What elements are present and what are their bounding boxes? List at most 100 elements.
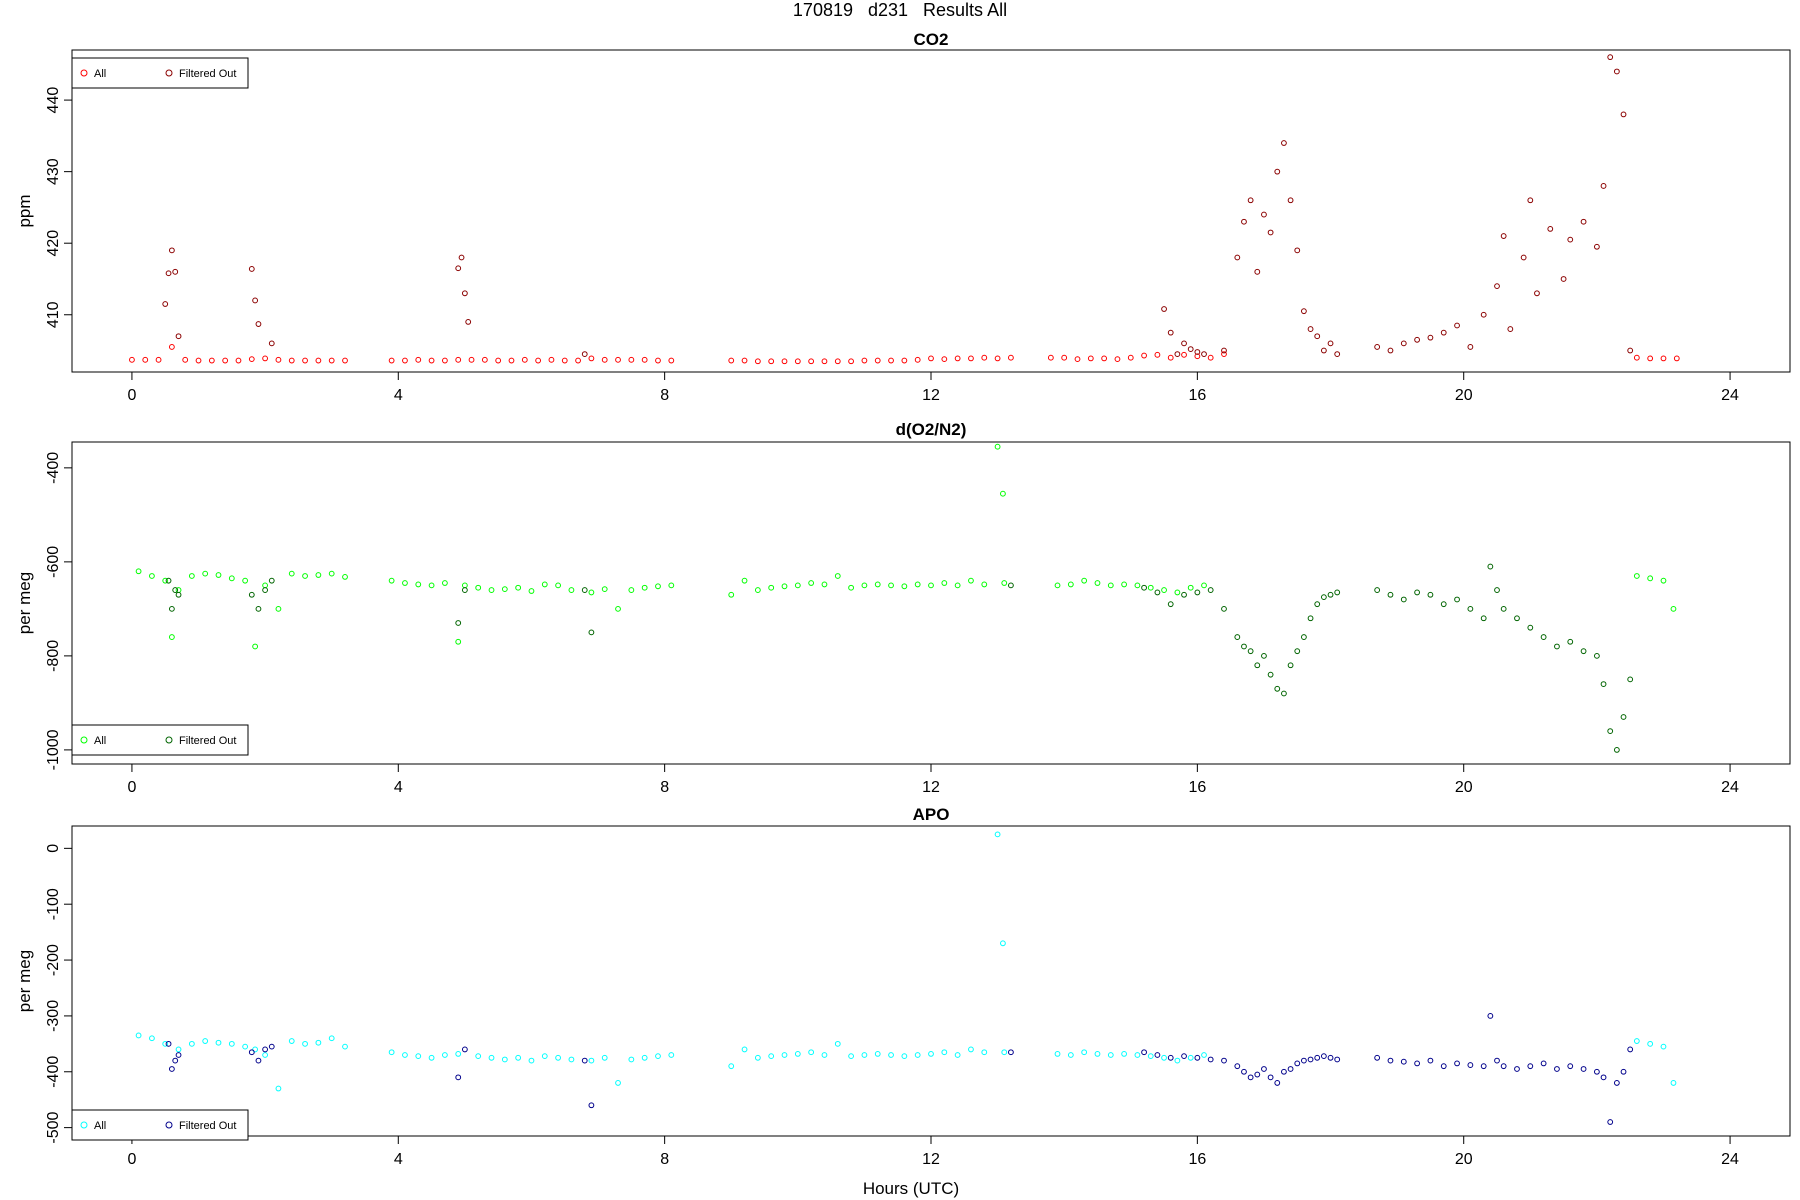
apo-filtered-point xyxy=(1613,1080,1620,1086)
o2n2-all-point xyxy=(228,575,235,582)
co2-filtered-point xyxy=(172,268,179,275)
o2n2-all-point xyxy=(342,574,348,580)
co2-all-point xyxy=(142,356,149,363)
apo-filtered-point xyxy=(1567,1063,1574,1070)
o2n2-all-point xyxy=(402,580,408,586)
o2n2-all-point xyxy=(515,584,522,591)
apo-filtered-point xyxy=(1620,1068,1627,1075)
o2n2-filtered-point xyxy=(1487,563,1494,570)
apo-all-point xyxy=(1201,1052,1207,1058)
co2-filtered-point xyxy=(581,351,588,358)
co2-all-point xyxy=(208,357,215,364)
o2n2-all-point xyxy=(834,573,841,579)
co2-all-point xyxy=(615,356,621,363)
o2n2-filtered-point xyxy=(1287,662,1294,669)
o2n2-all-point xyxy=(541,581,548,588)
co2-all-point xyxy=(728,357,735,364)
apo-all-point xyxy=(175,1046,182,1053)
co2-all-point xyxy=(741,357,748,364)
co2-all-point xyxy=(1087,355,1094,362)
o2n2-all-point xyxy=(488,587,495,593)
co2-all-point xyxy=(641,356,648,363)
apo-all-point xyxy=(149,1035,155,1042)
co2-filtered-point xyxy=(1567,236,1574,243)
apo-all-point xyxy=(615,1080,621,1086)
o2n2-all-point xyxy=(861,582,868,589)
apo-all-point xyxy=(808,1049,815,1056)
apo-filtered-point xyxy=(1141,1049,1147,1056)
apo-filtered-point xyxy=(1494,1057,1500,1064)
o2n2-filtered-point xyxy=(1167,601,1174,608)
o2n2-filtered-point xyxy=(1440,601,1447,608)
apo-filtered-point xyxy=(1467,1062,1474,1068)
co2-filtered-point xyxy=(1480,311,1487,318)
o2n2-all-point xyxy=(168,634,175,640)
o2n2-all-point xyxy=(1147,584,1154,591)
x-tick-label: 4 xyxy=(394,387,403,404)
co2-filtered-point xyxy=(1254,268,1261,275)
apo-all-point xyxy=(1107,1052,1114,1058)
o2n2-all-point xyxy=(588,589,595,596)
o2n2-filtered-point xyxy=(1254,662,1261,669)
co2-filtered-point xyxy=(1467,344,1474,350)
co2-all-point xyxy=(601,356,608,363)
o2n2-filtered-point xyxy=(1494,587,1500,593)
y-tick-label: -600 xyxy=(45,546,62,578)
co2-all-point xyxy=(834,358,841,365)
apo-filtered-point xyxy=(1154,1052,1161,1058)
apo-filtered-point xyxy=(165,1040,172,1047)
apo-filtered-point xyxy=(1287,1066,1294,1072)
apo-all-point xyxy=(262,1052,269,1058)
o2n2-all-point xyxy=(149,573,155,579)
apo-filtered-point xyxy=(1374,1054,1381,1061)
co2-all-point xyxy=(1127,354,1134,361)
o2n2-all-point xyxy=(1660,577,1667,584)
apo-all-point xyxy=(941,1049,948,1056)
panel-co2-points xyxy=(129,54,1680,365)
co2-all-point xyxy=(914,356,921,363)
apo-all-point xyxy=(475,1053,482,1060)
o2n2-all-point xyxy=(1054,582,1061,589)
o2n2-all-point xyxy=(615,605,621,612)
co2-all-point xyxy=(1221,351,1227,358)
o2n2-filtered-point xyxy=(1281,690,1287,697)
y-tick-label: 410 xyxy=(45,301,62,328)
o2n2-filtered-point xyxy=(1454,596,1460,603)
apo-all-point xyxy=(188,1040,195,1047)
panel-o2n2-ylabel: per meg xyxy=(15,572,34,634)
apo-filtered-point xyxy=(1274,1080,1281,1086)
o2n2-filtered-point xyxy=(1221,605,1227,612)
o2n2-filtered-point xyxy=(175,591,182,598)
o2n2-filtered-point xyxy=(1334,589,1341,596)
apo-filtered-point xyxy=(1554,1066,1560,1072)
co2-all-point xyxy=(328,357,335,364)
apo-all-point xyxy=(275,1085,282,1092)
x-tick-label: 0 xyxy=(127,779,136,796)
panel-apo-points xyxy=(135,831,1677,1125)
apo-all-point xyxy=(1147,1053,1154,1060)
apo-filtered-point xyxy=(1320,1053,1327,1060)
co2-all-point xyxy=(195,357,202,364)
apo-filtered-point xyxy=(1440,1063,1447,1070)
co2-all-point xyxy=(1074,356,1081,363)
apo-all-point xyxy=(501,1056,508,1063)
co2-all-point xyxy=(954,355,961,362)
co2-all-point xyxy=(182,356,189,363)
co2-filtered-point xyxy=(1627,347,1634,354)
co2-filtered-point xyxy=(1374,344,1381,350)
o2n2-all-point xyxy=(135,568,142,575)
x-tick-label: 12 xyxy=(922,1151,940,1168)
apo-all-point xyxy=(1660,1043,1667,1050)
x-tick-label: 8 xyxy=(660,779,669,796)
apo-all-point xyxy=(302,1040,308,1047)
panel-apo-title: APO xyxy=(913,805,950,824)
y-tick-label: 0 xyxy=(45,844,62,853)
o2n2-all-point xyxy=(568,587,575,593)
o2n2-filtered-point xyxy=(1241,643,1247,650)
co2-filtered-point xyxy=(1427,334,1434,341)
co2-filtered-point xyxy=(1181,340,1187,347)
x-axis-label: Hours (UTC) xyxy=(863,1179,959,1198)
legend-all-marker xyxy=(80,736,88,744)
o2n2-filtered-point xyxy=(1540,634,1547,640)
o2n2-all-point xyxy=(275,605,282,612)
